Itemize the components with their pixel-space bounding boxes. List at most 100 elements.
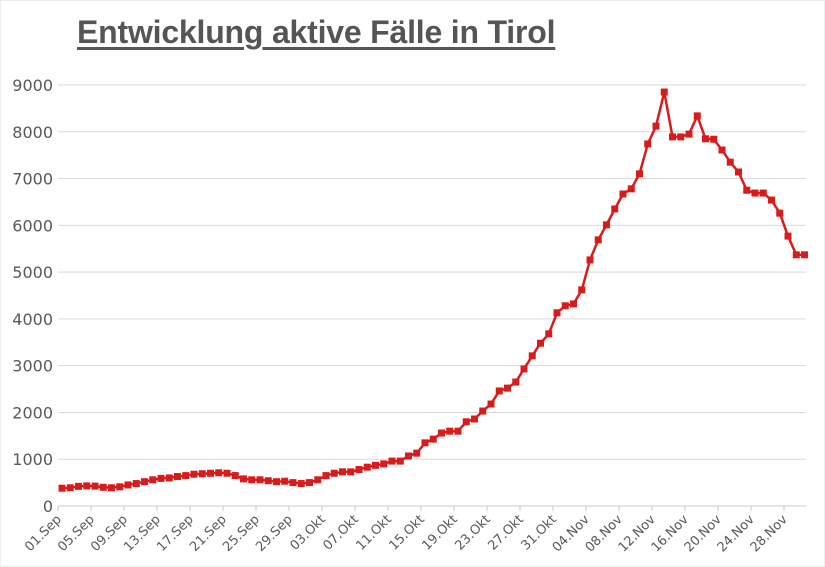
y-tick-label: 7000 [12, 170, 53, 189]
data-point-marker [611, 205, 619, 213]
data-point-marker [545, 330, 553, 338]
y-axis-labels: 0 1000 2000 3000 4000 5000 6000 7000 8000 9000 [12, 76, 53, 516]
data-point-marker [190, 470, 198, 478]
data-point-marker [768, 196, 775, 204]
data-point-marker [149, 476, 157, 484]
data-point-marker [487, 400, 495, 408]
data-point-marker [99, 483, 107, 491]
data-point-marker [528, 352, 536, 360]
x-tick-label: 29.Sep [253, 512, 296, 555]
data-point-marker [438, 429, 445, 437]
data-point-marker [355, 466, 363, 474]
data-point-marker [264, 477, 272, 485]
data-point-marker [372, 461, 379, 469]
data-point-marker [132, 480, 140, 488]
data-point-marker [429, 435, 437, 443]
data-point-marker [141, 478, 148, 486]
data-point-marker [685, 130, 693, 138]
y-tick-label: 9000 [12, 76, 53, 95]
data-line [61, 90, 805, 490]
x-tick-label: 03.Okt [287, 512, 328, 553]
data-point-marker [83, 482, 91, 490]
data-point-marker [124, 481, 132, 489]
data-point-marker [660, 88, 668, 96]
data-point-marker [644, 140, 652, 148]
data-point-marker [116, 483, 124, 491]
data-point-marker [669, 133, 676, 141]
y-tick-label: 2000 [12, 403, 53, 422]
series-aktive-faelle [58, 88, 808, 492]
y-tick-label: 4000 [12, 310, 53, 329]
data-point-marker [297, 480, 305, 488]
data-point-marker [289, 479, 297, 487]
y-tick-label: 6000 [12, 216, 53, 235]
data-point-marker [66, 484, 74, 492]
x-tick-label: 11.Okt [353, 512, 394, 553]
x-tick-label: 28.Nov [748, 512, 791, 555]
data-point-marker [454, 427, 462, 435]
x-tick-label: 19.Okt [419, 512, 460, 553]
data-point-marker [735, 168, 742, 176]
data-point-marker [223, 469, 231, 477]
data-point-marker [446, 427, 454, 435]
data-point-marker [165, 474, 173, 482]
data-point-marker [726, 158, 734, 166]
data-point-marker [380, 460, 388, 468]
data-point-marker [256, 476, 264, 484]
x-tick-label: 07.Okt [320, 512, 361, 553]
data-point-marker [215, 469, 223, 477]
data-point-marker [677, 133, 685, 141]
data-point-marker [627, 185, 635, 193]
x-axis: 01.Sep05.Sep09.Sep13.Sep17.Sep21.Sep25.S… [22, 506, 791, 555]
data-point-marker [792, 251, 800, 259]
data-point-marker [471, 415, 478, 423]
data-point-marker [413, 449, 421, 457]
data-point-marker [693, 112, 701, 120]
data-point-marker [363, 463, 371, 471]
data-point-marker [718, 146, 726, 154]
y-tick-label: 1000 [12, 450, 53, 469]
data-point-marker [801, 251, 808, 259]
data-point-marker [273, 478, 280, 486]
y-tick-label: 5000 [12, 263, 53, 282]
data-point-marker [520, 365, 528, 373]
data-point-marker [174, 473, 181, 481]
data-point-marker [240, 475, 247, 483]
data-point-marker [776, 209, 784, 217]
data-point-marker [157, 474, 165, 482]
data-point-marker [108, 484, 115, 492]
data-point-marker [495, 387, 503, 395]
data-point-marker [322, 472, 330, 480]
data-point-marker [603, 221, 610, 229]
data-point-marker [594, 236, 602, 244]
data-point-marker [561, 302, 569, 310]
data-point-marker [306, 479, 313, 487]
y-tick-label: 3000 [12, 357, 53, 376]
data-point-marker [504, 384, 511, 392]
data-point-marker [636, 170, 643, 178]
data-point-marker [396, 457, 404, 465]
data-point-marker [421, 439, 429, 447]
data-point-marker [339, 468, 346, 476]
data-point-marker [330, 469, 338, 477]
data-point-marker [512, 378, 520, 386]
data-point-marker [248, 476, 256, 484]
data-point-marker [58, 484, 66, 492]
data-point-marker [388, 457, 396, 465]
x-tick-label: 27.Okt [485, 512, 526, 553]
data-point-marker [405, 452, 412, 460]
data-point-marker [586, 256, 594, 264]
data-point-marker [182, 472, 190, 480]
data-point-marker [743, 186, 751, 194]
y-tick-label: 8000 [12, 123, 53, 142]
data-point-marker [619, 190, 627, 198]
data-point-marker [784, 232, 792, 240]
data-point-marker [710, 135, 718, 143]
data-point-marker [207, 469, 214, 477]
data-point-marker [91, 482, 99, 490]
data-point-marker [537, 339, 544, 347]
data-point-marker [479, 407, 487, 415]
data-point-marker [314, 476, 322, 484]
x-tick-label: 15.Okt [386, 512, 427, 553]
